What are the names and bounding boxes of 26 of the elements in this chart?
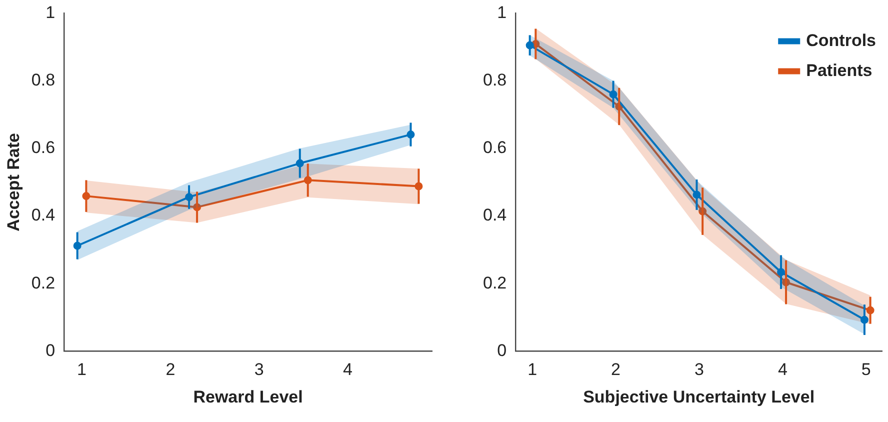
- y-tick-label: 0: [46, 340, 56, 360]
- y-tick-label: 0.6: [31, 138, 56, 158]
- x-axis-title: Subjective Uncertainty Level: [583, 387, 815, 406]
- y-tick-label: 0: [497, 340, 507, 360]
- x-tick-label: 4: [343, 360, 352, 380]
- y-tick-label: 1: [497, 2, 507, 22]
- x-tick-label: 3: [254, 360, 264, 380]
- y-axis-title: Accept Rate: [4, 133, 23, 232]
- x-tick-label: 2: [611, 360, 621, 380]
- x-tick-label: 1: [528, 360, 538, 380]
- legend-label: Controls: [806, 30, 876, 50]
- y-tick-label: 0.4: [482, 206, 507, 225]
- legend-label: Patients: [806, 60, 872, 80]
- y-tick-label: 0.8: [31, 70, 56, 90]
- x-axis-title: Reward Level: [193, 387, 303, 406]
- y-tick-label: 0.2: [31, 273, 56, 292]
- x-tick-label: 3: [694, 360, 704, 380]
- x-tick-label: 1: [77, 360, 86, 380]
- y-tick-label: 0.6: [482, 138, 507, 158]
- x-tick-label: 5: [861, 360, 871, 380]
- y-tick-label: 0.4: [31, 206, 56, 225]
- x-tick-label: 4: [778, 360, 788, 380]
- y-tick-label: 1: [46, 2, 56, 22]
- y-tick-label: 0.8: [482, 70, 507, 90]
- x-tick-label: 2: [166, 360, 176, 380]
- y-tick-label: 0.2: [482, 273, 507, 292]
